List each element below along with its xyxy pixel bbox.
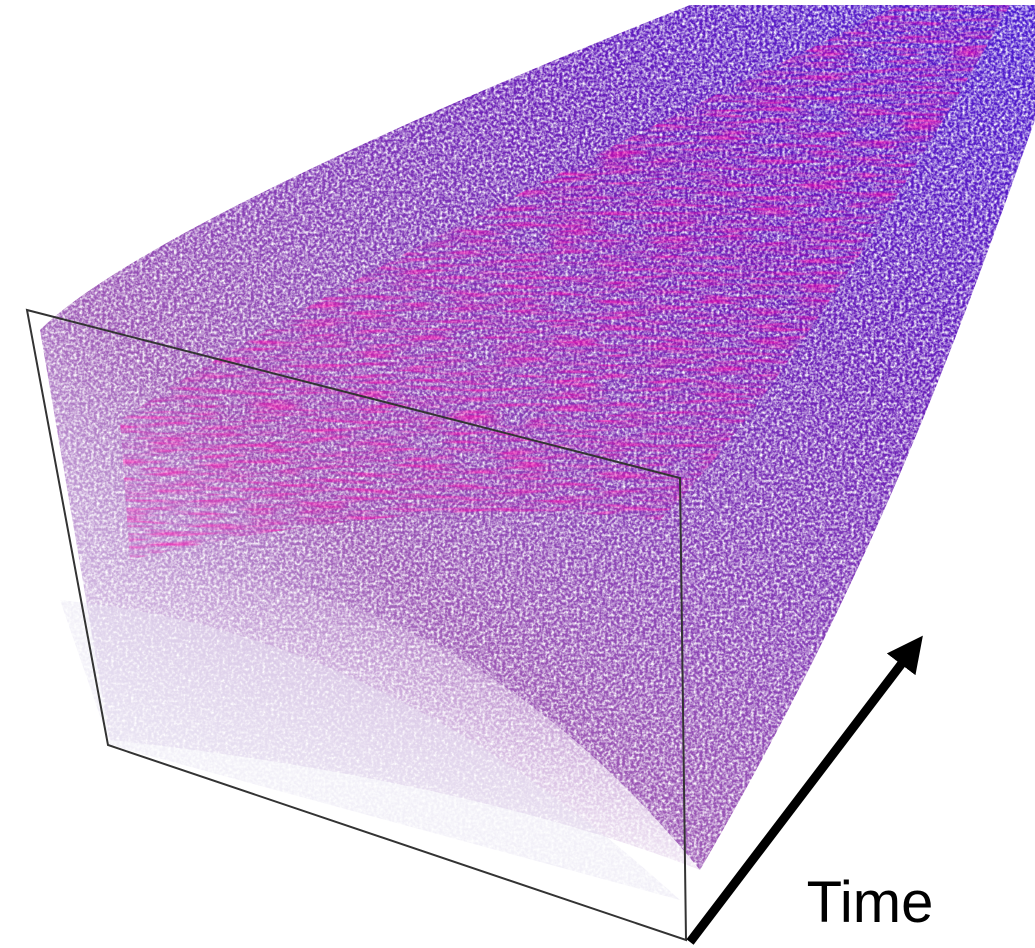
- plume: [40, 5, 1035, 900]
- frame: [25, 308, 688, 942]
- time-label: Time: [807, 870, 934, 935]
- time-arrow: [686, 635, 923, 945]
